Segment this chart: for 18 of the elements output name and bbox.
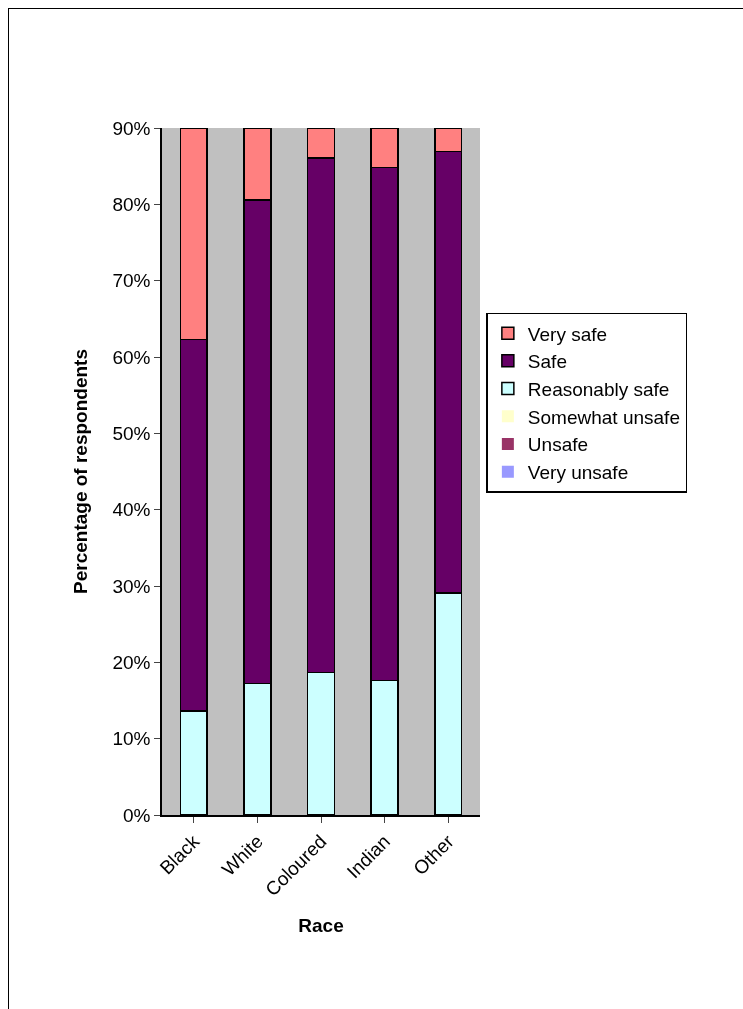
legend-label: Very safe [527, 323, 608, 345]
y-tick-label: 50% [112, 422, 151, 444]
y-tick-label: 60% [112, 346, 151, 368]
y-axis-title: Percentage of respondents [69, 349, 91, 594]
legend-label: Safe [527, 351, 567, 373]
legend-label: Very unsafe [527, 462, 629, 484]
y-tick-label: 10% [112, 728, 151, 750]
y-tick-label: 20% [112, 651, 151, 673]
y-tick-label: 0% [122, 804, 151, 826]
x-axis-title: Race [298, 915, 344, 937]
y-tick-label: 30% [112, 575, 151, 597]
y-tick-label: 70% [112, 270, 151, 292]
legend-label: Unsafe [527, 434, 589, 456]
legend-label: Reasonably safe [527, 378, 670, 400]
y-tick-label: 40% [112, 499, 151, 521]
y-tick-label: 90% [112, 117, 151, 139]
y-tick-label: 80% [112, 193, 151, 215]
legend-label: Somewhat unsafe [527, 406, 680, 428]
